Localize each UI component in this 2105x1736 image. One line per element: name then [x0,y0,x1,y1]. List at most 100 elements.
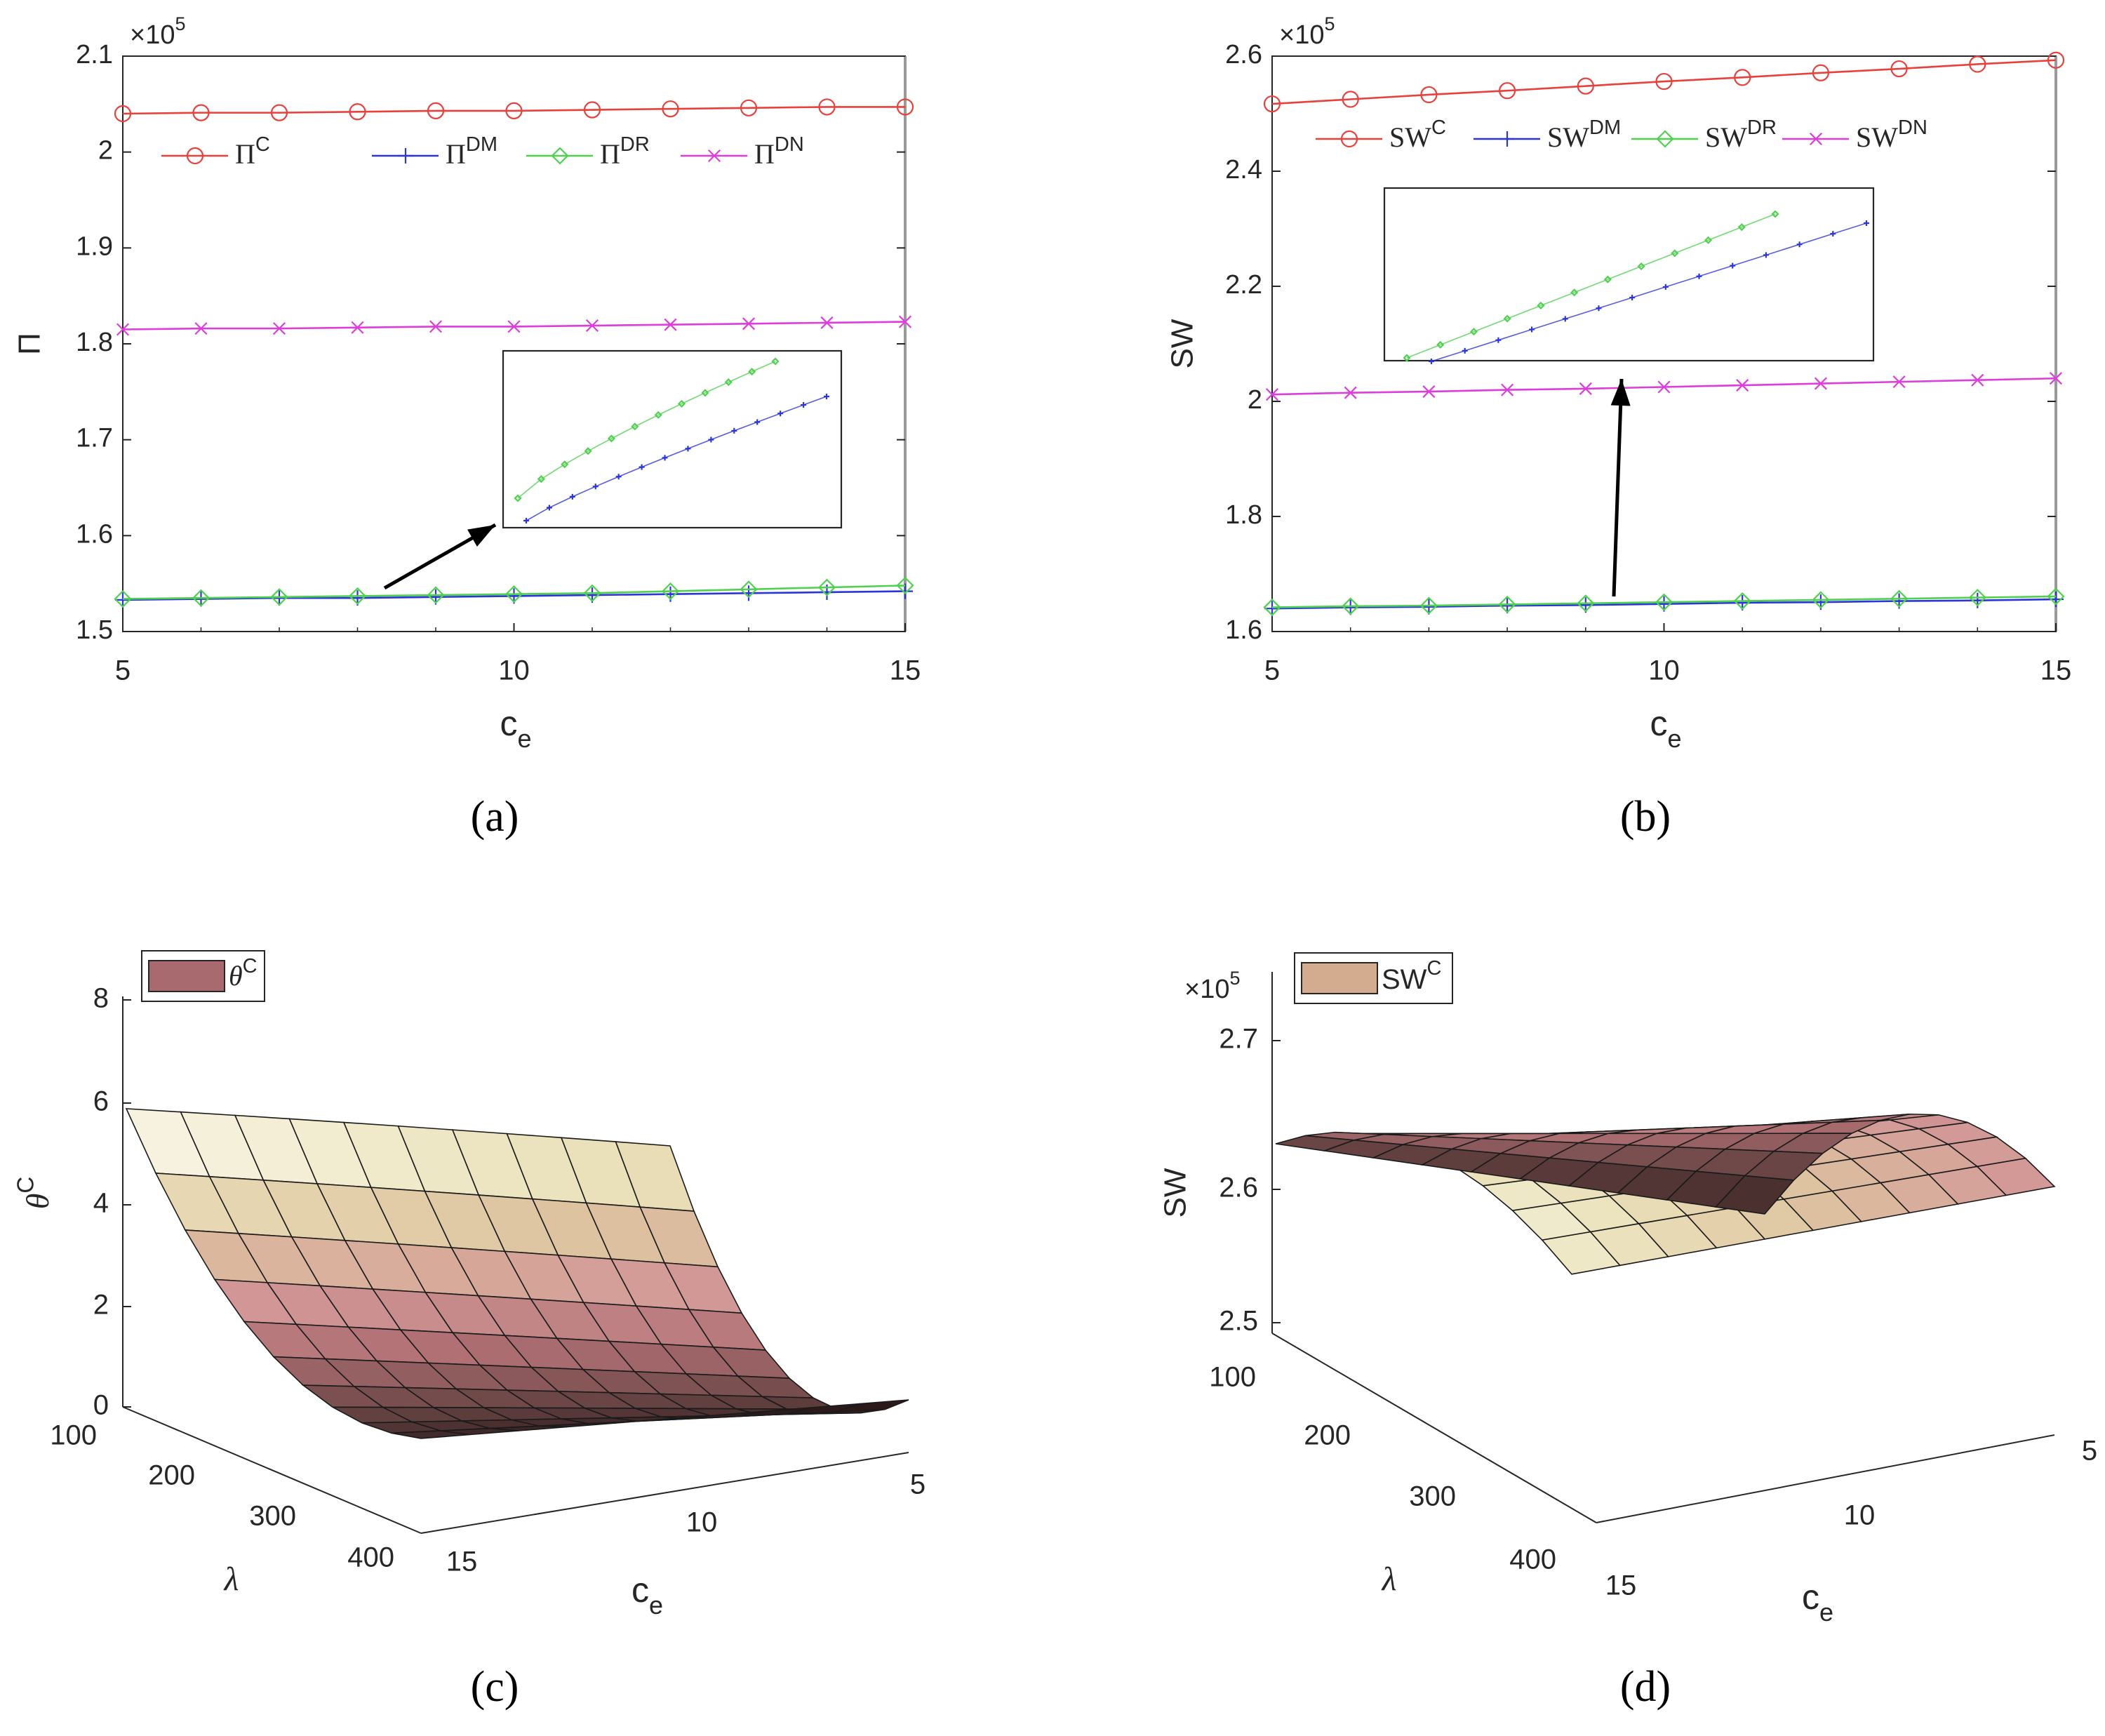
inset-marker [546,505,552,511]
legend-marker [398,148,413,163]
inset-marker [1730,262,1736,269]
legend: SWC [1294,952,1453,1004]
data-point [1499,598,1516,614]
inset-marker [1429,359,1434,364]
z-tick-label: 0 [93,1390,109,1421]
series-line [1271,59,2057,105]
legend-label-C: SWC [1389,116,1446,153]
legend: ΠC ΠDM ΠDR ΠDN [161,133,804,170]
legend-label-DM-script: DM [466,133,497,156]
data-point [1890,589,1909,608]
data-point [115,592,131,608]
series-DR [1263,587,2065,617]
lambda-tick-label: 300 [1409,1481,1456,1512]
data-point [1734,69,1751,86]
legend: θC [141,950,265,1002]
inset-marker [1495,337,1502,343]
y-tick-label: 1.9 [76,232,113,261]
ce-axis-label-script: e [649,1591,663,1620]
y-tick-label: 2.1 [76,40,113,69]
legend-label-DN-base: SW [1856,121,1898,153]
inset-marker [607,434,616,443]
legend-label-C-script: C [1431,116,1446,139]
x-tick-label: 5 [115,655,131,686]
panel-label: (c) [471,1663,519,1711]
z-tick-label: 2.7 [1219,1024,1258,1055]
lambda-tick-label: 400 [1509,1544,1556,1575]
data-point [2047,51,2065,69]
inset-marker [514,494,522,502]
data-point [2049,372,2063,385]
series-C [114,98,914,123]
legend-label-DM-base: SW [1547,121,1589,153]
x-axis-label-script: e [1668,724,1682,753]
legend-label-C-base: SW [1389,121,1431,153]
inset-marker [1796,241,1803,248]
inset-marker [584,447,592,455]
inset-marker [731,427,737,434]
inset-marker [1737,223,1746,232]
exponent-label: ×105 [1279,13,1335,50]
inset-marker [1596,305,1602,312]
inset-marker [1469,328,1478,336]
exponent-label: ×105 [1184,968,1241,1004]
legend-marker [1656,130,1674,148]
data-point [351,321,364,334]
inset-marker [677,399,686,408]
data-point [1265,388,1279,401]
data-point [1263,95,1281,113]
inset-line [1431,222,1867,362]
panel-label: (b) [1620,793,1671,841]
legend-label-DM-base: Π [446,138,466,170]
data-point [1736,379,1749,392]
data-point [1501,383,1514,396]
inset-marker [615,474,622,480]
lambda-axis-label: λ [223,1561,239,1598]
surface-cell [835,1399,909,1413]
y-tick-label: 2 [1248,385,1262,415]
ce-tick-label: 15 [446,1547,478,1577]
y-tick-label: 2.2 [1225,270,1262,300]
z-tick-label: 2 [93,1290,109,1321]
inset-line [517,361,776,499]
data-point [1969,55,1986,73]
data-point [1499,82,1516,100]
data-point [194,322,208,335]
inset-marker [1503,314,1511,323]
data-point [1577,77,1594,95]
inset-marker [1529,326,1535,333]
axis-line [122,1406,422,1534]
data-point [1342,597,1360,615]
data-point [427,586,445,604]
data-point [1421,599,1437,615]
legend-label-DN-base: Π [754,138,775,170]
data-point [740,99,758,116]
data-point [896,98,914,116]
inset-marker [523,518,529,523]
data-point [2047,587,2065,606]
legend-marker [551,147,569,165]
series-DN [116,315,912,336]
inset-series-DM [1429,220,1869,364]
legend-label-DR: ΠDR [600,133,650,170]
ce-axis-label: ce [1802,1577,1833,1626]
legend-label-base: θ [229,960,243,991]
data-point [662,100,679,118]
y-tick-label: 1.7 [76,424,113,453]
data-point [270,588,288,606]
surface-cell [1714,1175,1795,1215]
ce-axis-label: ce [632,1570,663,1619]
inset-line [1406,213,1776,359]
surface [125,1108,909,1439]
y-tick-label: 1.6 [1225,615,1262,645]
exponent-label-base: ×10 [1279,20,1324,50]
data-point [349,103,366,121]
z-axis-label: θC [12,1177,55,1209]
legend-label-DM-script: DM [1589,116,1621,139]
zoom-arrow-head [467,525,495,547]
legend-label-DN: ΠDN [754,133,804,170]
inset-marker [748,368,756,376]
data-point [1890,60,1908,78]
